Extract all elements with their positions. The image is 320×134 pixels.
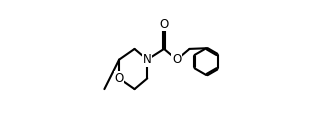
Text: O: O [159,18,169,31]
Text: O: O [172,53,181,66]
Text: O: O [115,72,124,85]
Text: N: N [143,53,152,66]
